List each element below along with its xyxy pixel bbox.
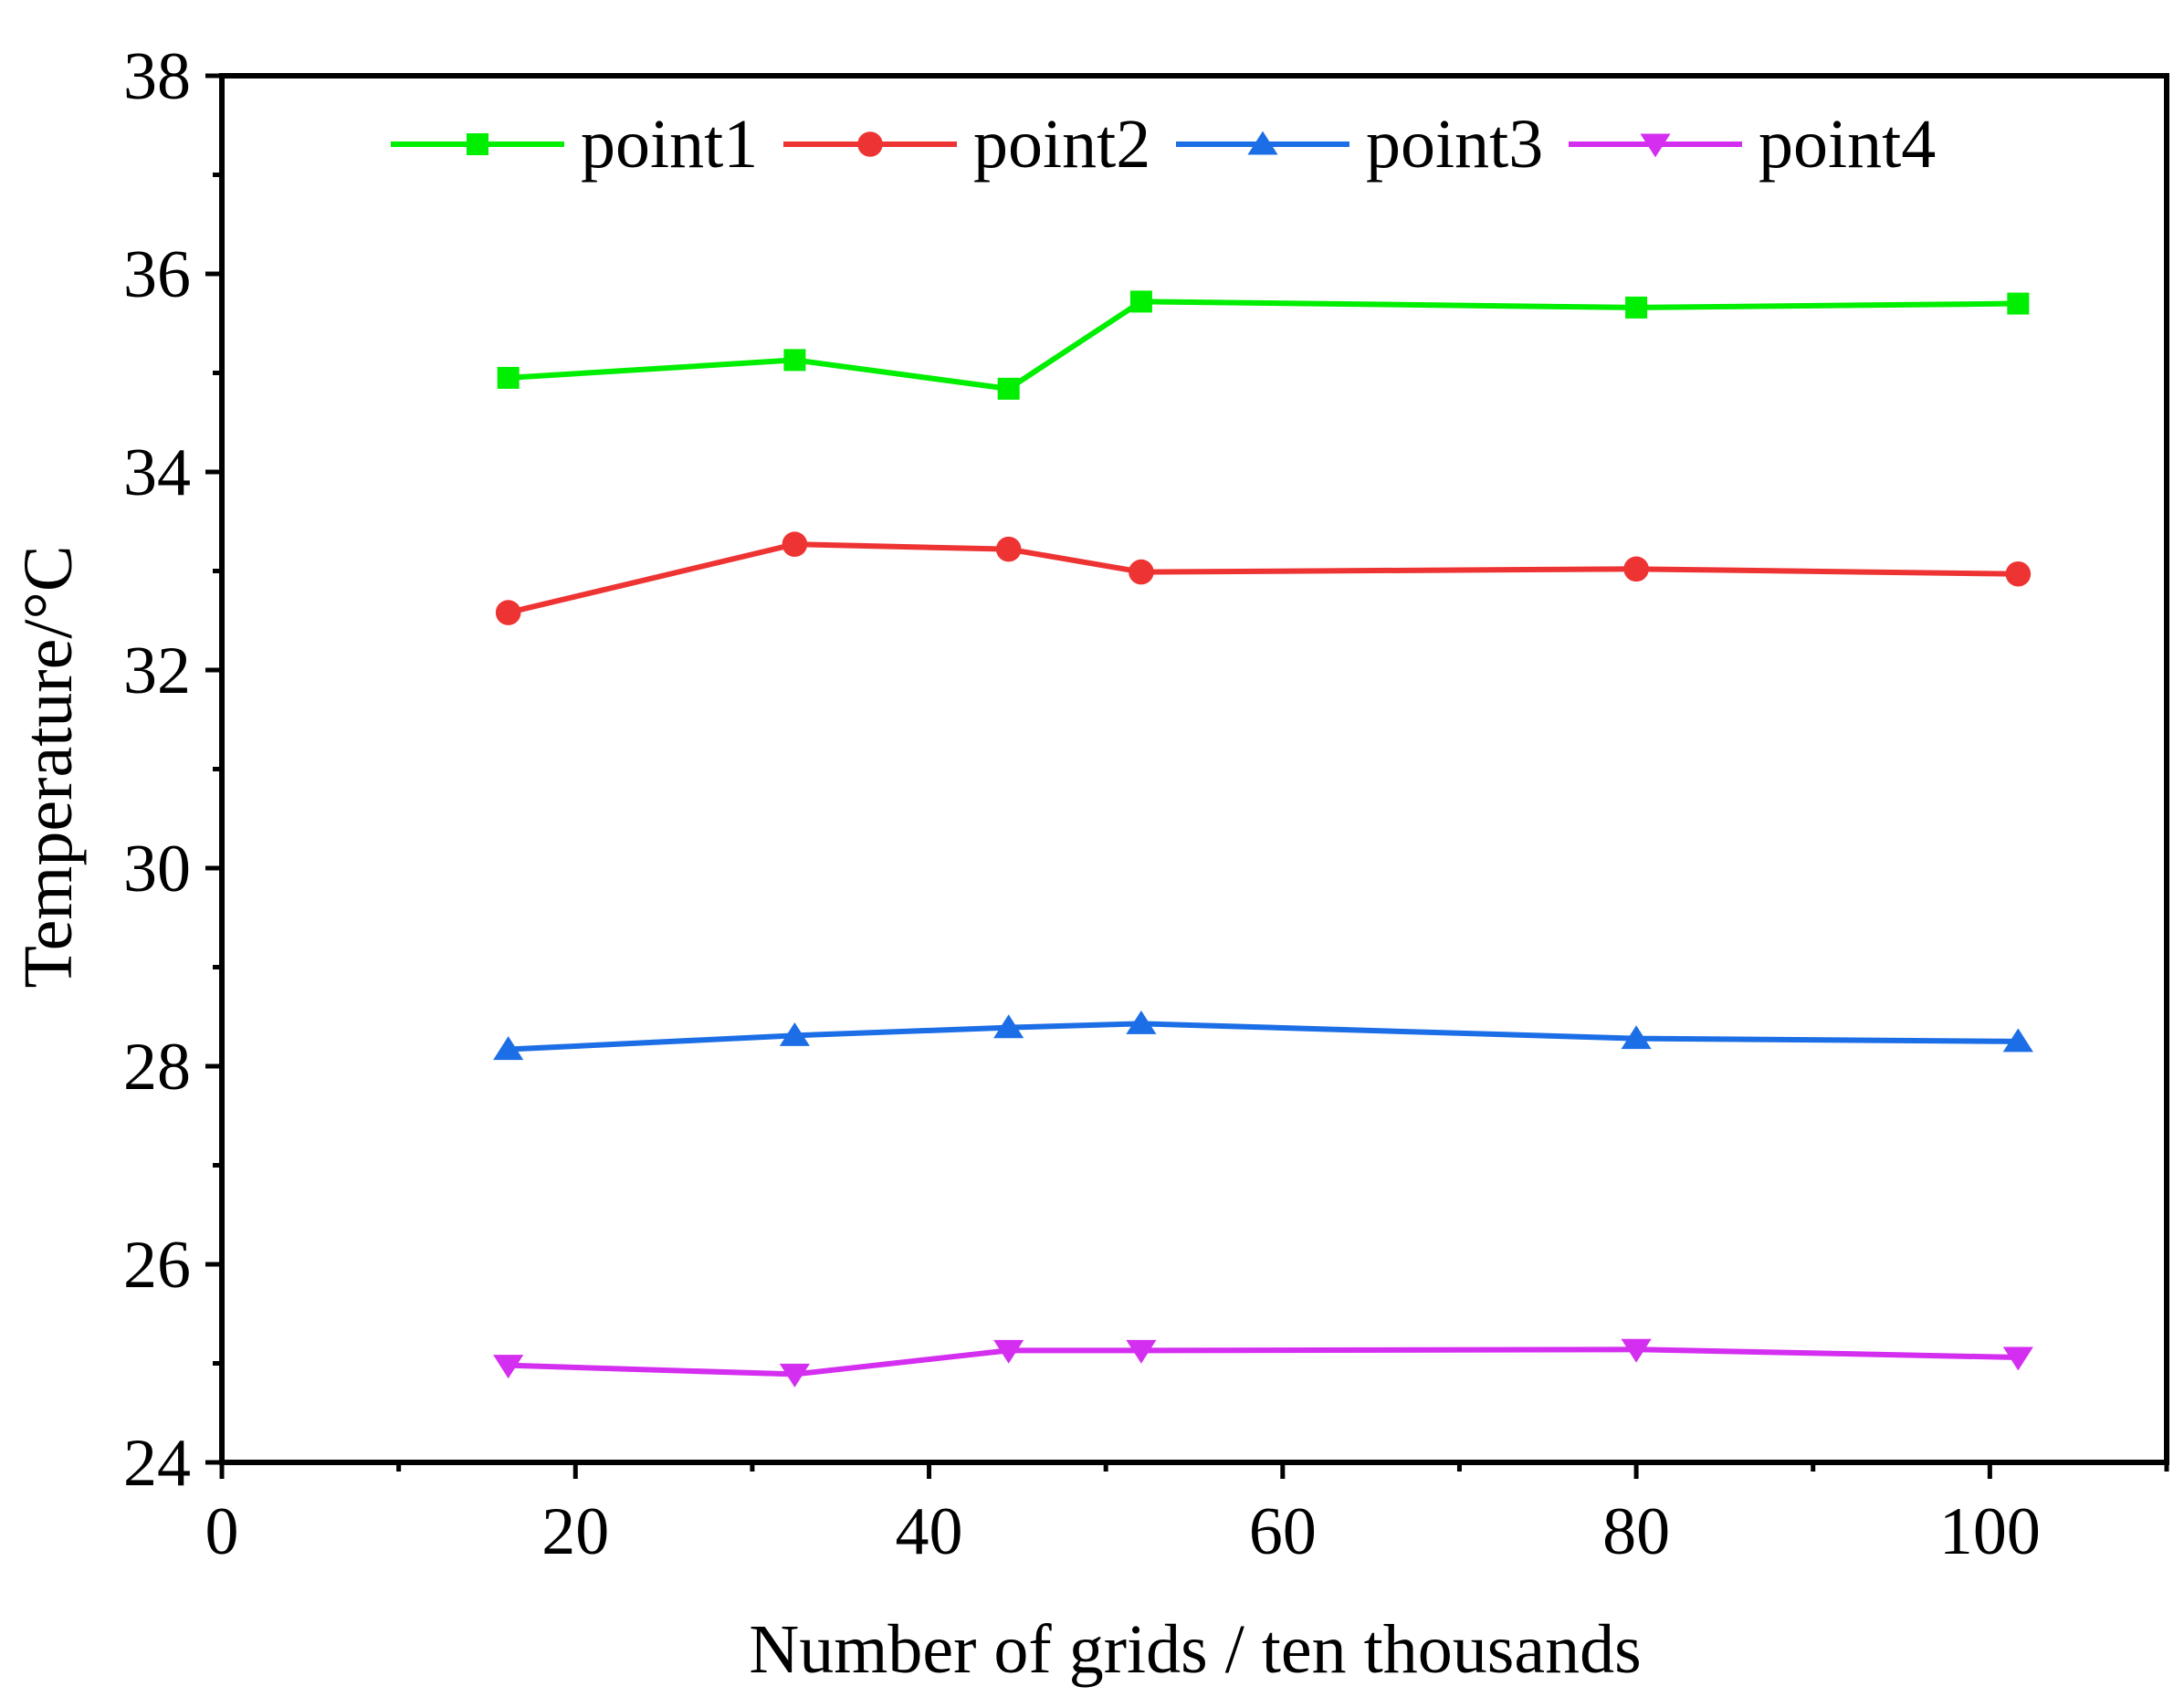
point3-point [779, 1021, 810, 1046]
point1-point [1129, 290, 1152, 313]
point1-point [1625, 296, 1648, 319]
point3-point [2002, 1028, 2033, 1053]
point4-point [1621, 1338, 1652, 1363]
point2-point [1129, 559, 1154, 585]
point4-point [2002, 1346, 2033, 1371]
legend-item-point4: point4 [1569, 106, 1936, 183]
legend-item-point2: point2 [783, 106, 1150, 183]
legend-swatch-marker [857, 131, 883, 157]
point3-point [1126, 1010, 1157, 1034]
legend-swatch-marker [467, 133, 488, 155]
legend-item-point3: point3 [1176, 106, 1543, 183]
point2-point [495, 600, 521, 625]
x-tick-label: 80 [1602, 1494, 1670, 1569]
y-axis-ticks: 24 26 28 30 32 34 36 38 [123, 39, 222, 1501]
point3-point [1621, 1025, 1652, 1050]
series-point2 [495, 531, 2032, 625]
series-layer [493, 290, 2033, 1388]
x-tick-label: 0 [205, 1494, 239, 1569]
point4-point [1126, 1339, 1157, 1364]
y-tick-label: 36 [123, 237, 191, 312]
series-point4 [493, 1338, 2033, 1388]
legend-label: point4 [1759, 106, 1936, 183]
legend: point1 point2 point3 point4 [391, 106, 1936, 183]
x-tick-label: 20 [541, 1494, 609, 1569]
x-tick-label: 60 [1249, 1494, 1317, 1569]
legend-swatch-marker [1247, 131, 1278, 155]
point4-point [779, 1363, 810, 1388]
point2-point [782, 531, 808, 558]
legend-label: point1 [581, 106, 758, 183]
x-tick-label: 40 [896, 1494, 963, 1569]
y-tick-label: 28 [123, 1030, 191, 1105]
y-tick-label: 32 [123, 634, 191, 708]
point4-point [493, 1355, 524, 1379]
point3-point [493, 1036, 524, 1061]
legend-item-point1: point1 [391, 106, 758, 183]
legend-label: point2 [973, 106, 1150, 183]
point2-point [1623, 556, 1649, 582]
point2-point [995, 536, 1022, 562]
y-tick-label: 38 [123, 39, 191, 114]
legend-label: point3 [1366, 106, 1543, 183]
point4-line [508, 1346, 2019, 1378]
x-tick-label: 100 [1939, 1494, 2041, 1569]
x-axis-ticks: 0 20 40 60 80 100 [205, 1462, 2169, 1569]
y-tick-label: 34 [123, 435, 191, 510]
point4-point [993, 1339, 1024, 1364]
y-axis-title: Temperature/°C [10, 545, 87, 988]
point2-point [2005, 560, 2032, 587]
point3-point [993, 1014, 1024, 1039]
y-tick-label: 24 [123, 1426, 191, 1501]
series-point3 [493, 1010, 2033, 1061]
point1-point [997, 377, 1020, 400]
point1-point [783, 349, 806, 372]
point1-point [497, 366, 520, 389]
point3-line [508, 1021, 2019, 1053]
point1-line [508, 299, 2019, 392]
y-tick-label: 30 [123, 832, 191, 906]
y-tick-label: 26 [123, 1228, 191, 1303]
x-axis-title: Number of grids / ten thousands [749, 1611, 1641, 1688]
series-point1 [497, 290, 2030, 400]
point1-point [2007, 292, 2030, 315]
point2-line [507, 541, 2019, 615]
legend-swatch-marker [1640, 133, 1671, 158]
